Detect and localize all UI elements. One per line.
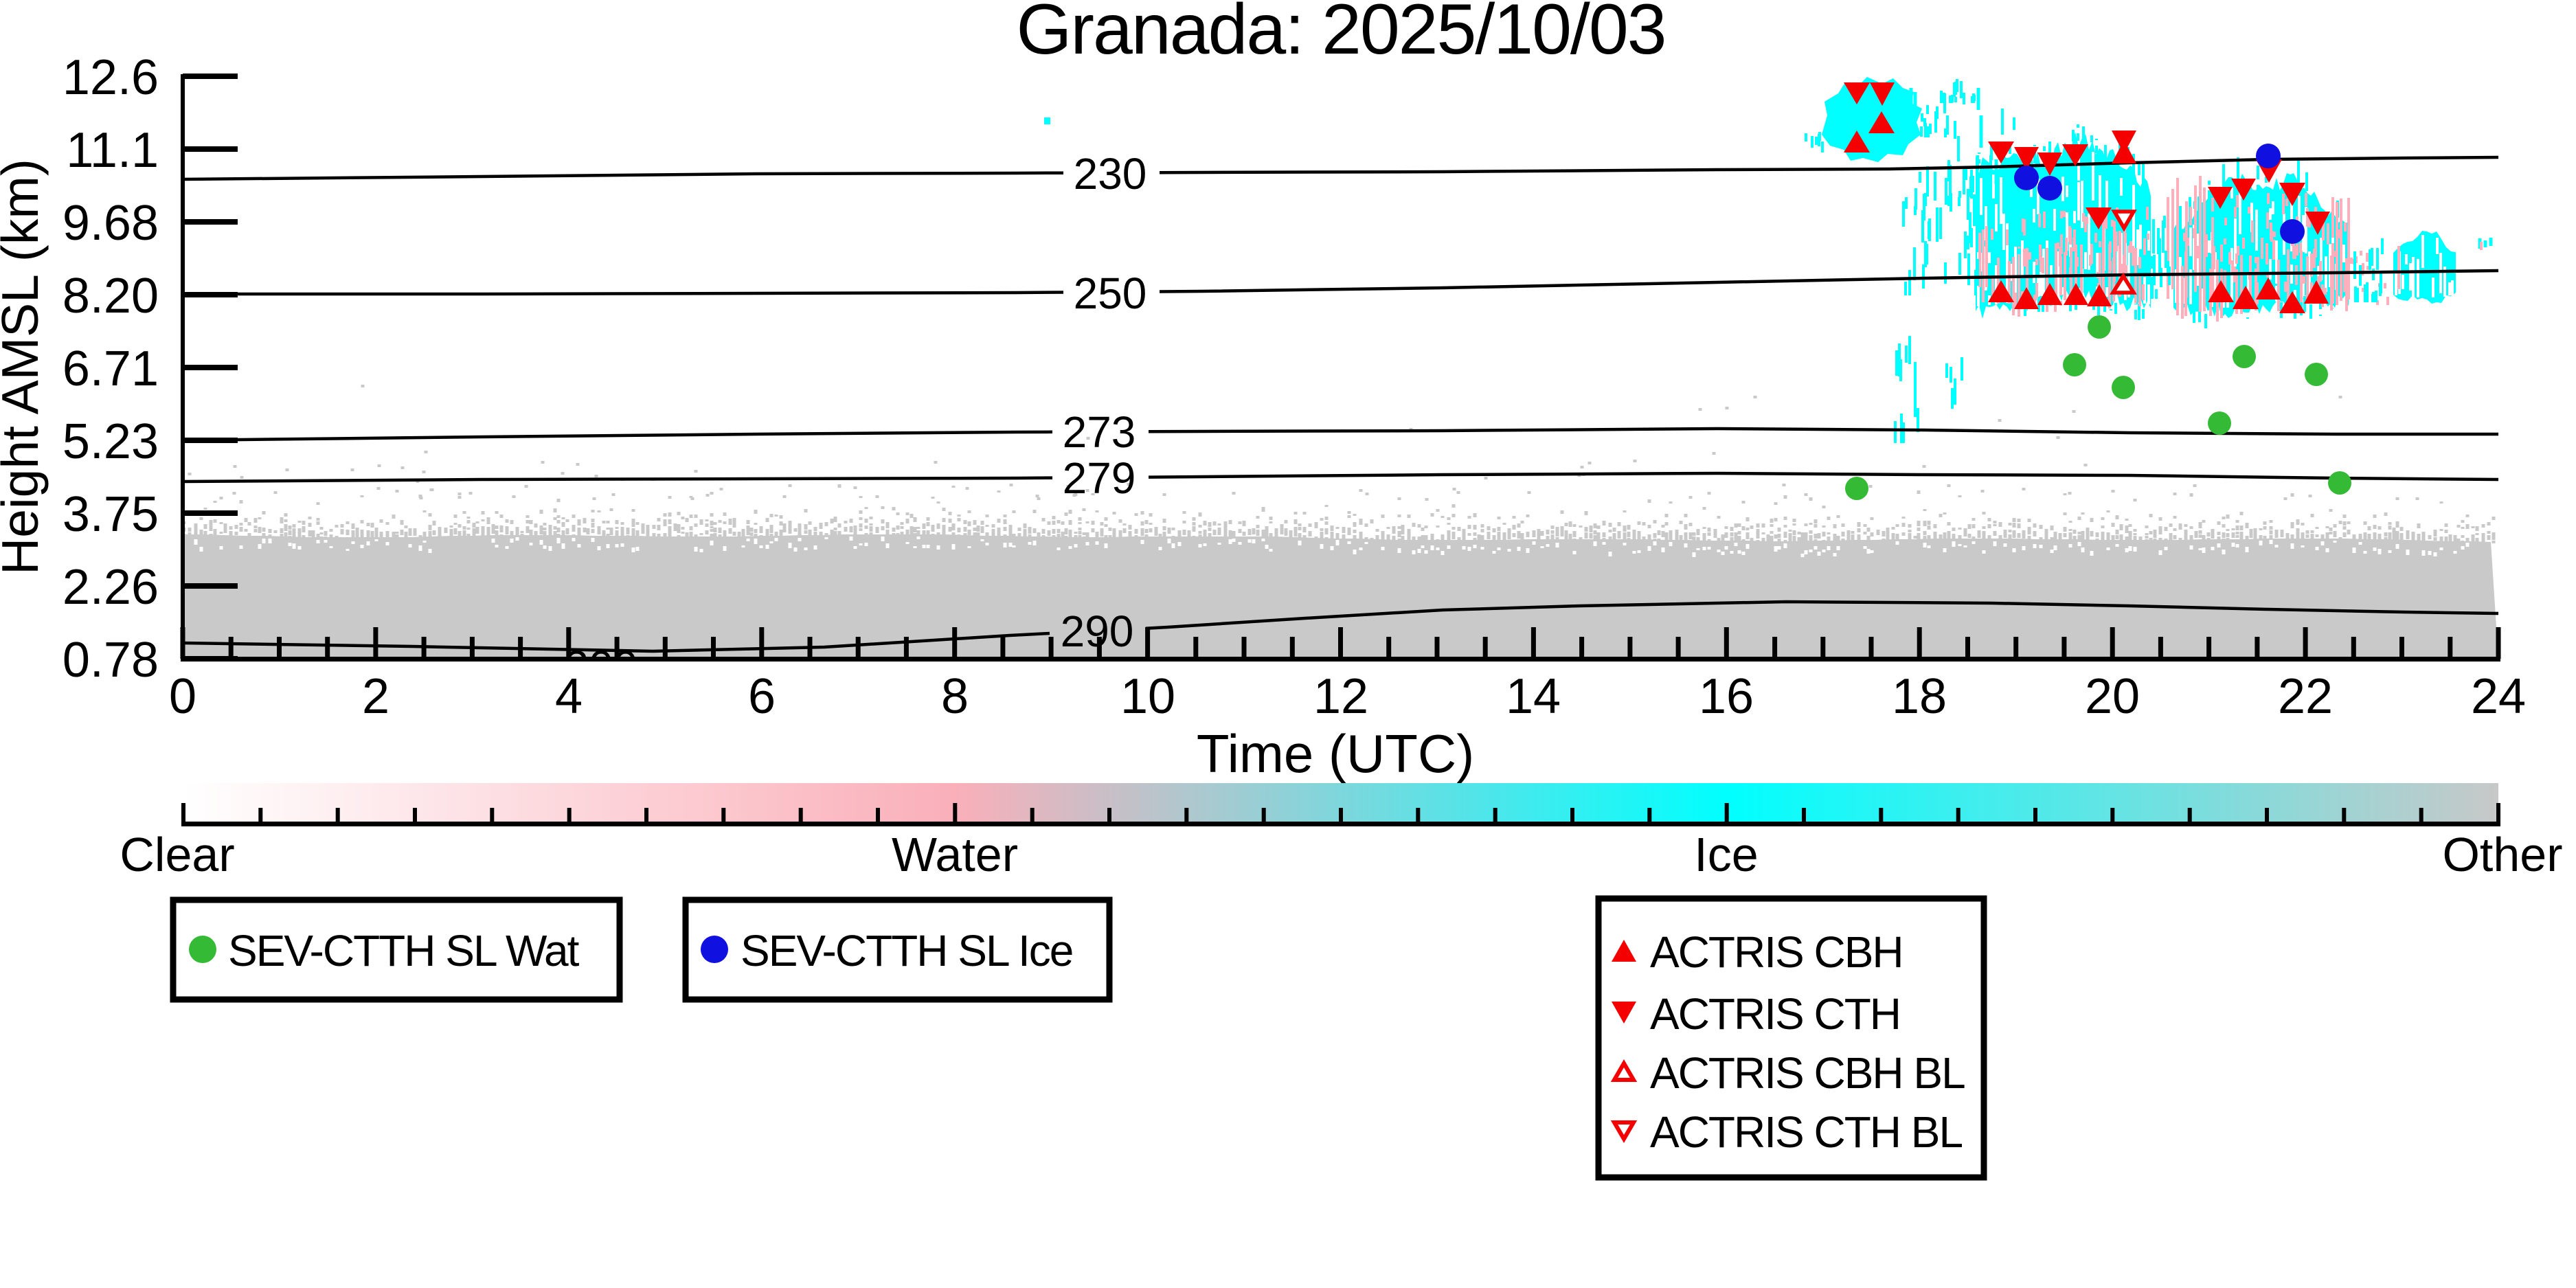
svg-text:24: 24 <box>2471 669 2526 724</box>
svg-text:ACTRIS CTH: ACTRIS CTH <box>1650 989 1900 1039</box>
svg-text:SEV-CTTH SL Ice: SEV-CTTH SL Ice <box>741 926 1072 975</box>
svg-text:3.75: 3.75 <box>63 487 159 542</box>
svg-text:9.68: 9.68 <box>63 196 159 251</box>
svg-text:18: 18 <box>1892 669 1947 724</box>
svg-text:230: 230 <box>1074 149 1147 199</box>
svg-text:279: 279 <box>1063 453 1136 503</box>
svg-text:Clear: Clear <box>120 828 234 881</box>
svg-text:8.20: 8.20 <box>63 269 159 324</box>
svg-text:250: 250 <box>1074 269 1147 318</box>
svg-text:6.71: 6.71 <box>63 341 159 396</box>
svg-text:Other: Other <box>2442 828 2562 881</box>
svg-text:12: 12 <box>1313 669 1368 724</box>
svg-text:6: 6 <box>748 669 776 724</box>
svg-text:Ice: Ice <box>1694 828 1758 881</box>
svg-text:Height AMSL (km): Height AMSL (km) <box>0 159 49 575</box>
svg-text:300: 300 <box>565 642 638 691</box>
svg-text:273: 273 <box>1063 407 1136 457</box>
svg-text:4: 4 <box>555 669 583 724</box>
svg-text:0: 0 <box>169 669 196 724</box>
svg-text:10: 10 <box>1120 669 1175 724</box>
svg-text:SEV-CTTH SL Wat: SEV-CTTH SL Wat <box>228 926 580 975</box>
svg-text:20: 20 <box>2085 669 2140 724</box>
svg-text:Water: Water <box>892 828 1018 881</box>
svg-text:Time (UTC): Time (UTC) <box>1197 723 1474 784</box>
svg-text:ACTRIS CBH BL: ACTRIS CBH BL <box>1650 1048 1965 1098</box>
svg-text:5.23: 5.23 <box>63 414 159 469</box>
svg-text:2: 2 <box>362 669 389 724</box>
svg-text:11.1: 11.1 <box>66 123 159 178</box>
svg-text:Granada: 2025/10/03: Granada: 2025/10/03 <box>1016 0 1665 69</box>
svg-text:2.26: 2.26 <box>63 560 159 615</box>
svg-text:ACTRIS CTH BL: ACTRIS CTH BL <box>1650 1107 1962 1157</box>
svg-text:0.78: 0.78 <box>63 633 159 688</box>
svg-text:ACTRIS CBH: ACTRIS CBH <box>1650 927 1903 977</box>
svg-text:12.6: 12.6 <box>63 50 159 105</box>
svg-text:22: 22 <box>2278 669 2333 724</box>
svg-text:14: 14 <box>1506 669 1561 724</box>
svg-text:8: 8 <box>941 669 969 724</box>
svg-text:16: 16 <box>1699 669 1754 724</box>
